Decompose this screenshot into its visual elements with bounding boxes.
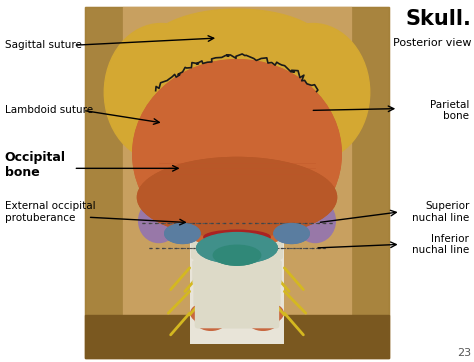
Ellipse shape (295, 199, 336, 243)
Ellipse shape (213, 245, 261, 265)
FancyBboxPatch shape (195, 304, 278, 328)
Text: External occipital
protuberance: External occipital protuberance (5, 201, 95, 223)
Text: Parietal
bone: Parietal bone (430, 100, 469, 121)
FancyBboxPatch shape (193, 261, 281, 284)
Ellipse shape (194, 230, 280, 244)
Ellipse shape (137, 157, 337, 237)
Text: Skull.: Skull. (406, 9, 472, 29)
FancyBboxPatch shape (193, 261, 281, 284)
Bar (123, 7, 351, 358)
Ellipse shape (274, 223, 309, 244)
Text: Lambdoid suture: Lambdoid suture (5, 105, 93, 115)
FancyBboxPatch shape (194, 282, 280, 306)
Bar (85, 315, 389, 358)
Text: 23: 23 (457, 348, 472, 358)
Ellipse shape (197, 233, 277, 264)
FancyBboxPatch shape (195, 304, 278, 328)
Bar (351, 7, 389, 358)
Text: Sagittal suture: Sagittal suture (5, 40, 82, 50)
Ellipse shape (252, 303, 283, 323)
Ellipse shape (191, 303, 221, 323)
Text: Inferior
nuchal line: Inferior nuchal line (412, 233, 469, 255)
Ellipse shape (138, 199, 179, 243)
Ellipse shape (204, 230, 270, 244)
Ellipse shape (147, 9, 327, 89)
Ellipse shape (133, 60, 341, 248)
Ellipse shape (195, 310, 227, 330)
Bar (85, 7, 123, 358)
Ellipse shape (137, 157, 337, 237)
Ellipse shape (165, 223, 200, 244)
Ellipse shape (165, 223, 200, 244)
Ellipse shape (133, 60, 341, 248)
Bar (190, 217, 284, 344)
Text: Posterior view: Posterior view (393, 38, 472, 48)
Ellipse shape (104, 24, 218, 161)
FancyBboxPatch shape (85, 7, 389, 358)
Text: Superior
nuchal line: Superior nuchal line (412, 201, 469, 223)
Ellipse shape (213, 245, 261, 265)
FancyBboxPatch shape (194, 282, 280, 306)
Ellipse shape (256, 24, 370, 161)
FancyBboxPatch shape (192, 235, 282, 259)
FancyBboxPatch shape (192, 235, 282, 259)
Ellipse shape (248, 310, 279, 330)
Ellipse shape (197, 233, 277, 264)
Ellipse shape (274, 223, 309, 244)
Text: Occipital
bone: Occipital bone (5, 151, 66, 179)
